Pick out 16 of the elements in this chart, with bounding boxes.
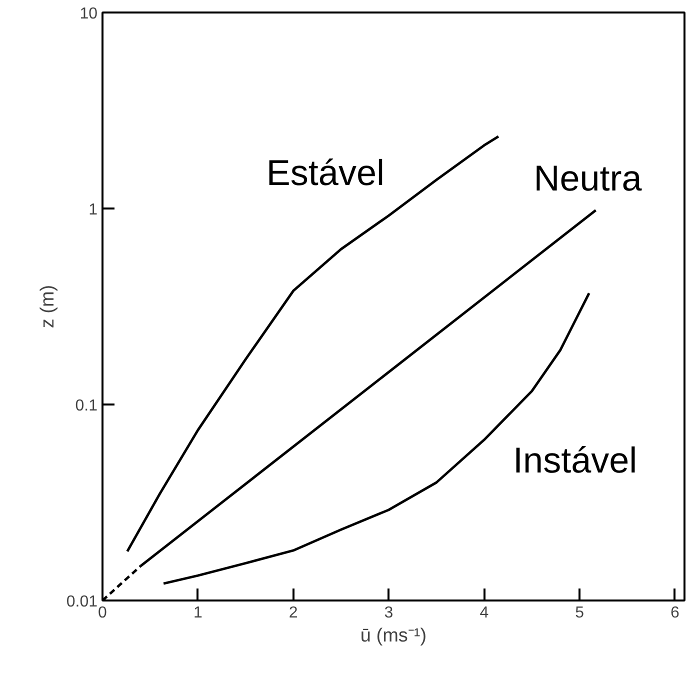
x-tick-label: 2 xyxy=(288,604,298,622)
y-tick-label: 0.1 xyxy=(75,398,98,414)
y-tick-label: 0.01 xyxy=(66,594,98,610)
y-tick-label: 10 xyxy=(80,6,98,22)
x-tick-label: 5 xyxy=(575,604,584,622)
y-axis-title: z (m) xyxy=(37,284,58,328)
y-tick-label: 1 xyxy=(88,202,98,218)
x-tick-label: 1 xyxy=(193,604,202,622)
series-label: Neutra xyxy=(534,158,643,199)
x-tick-label: 3 xyxy=(384,604,394,622)
x-tick-label: 0 xyxy=(98,604,108,622)
x-axis-title: ū (ms⁻¹) xyxy=(360,626,427,646)
series-label: Instável xyxy=(513,440,638,481)
series-label: Estável xyxy=(266,152,384,193)
x-tick-label: 4 xyxy=(480,604,489,622)
x-tick-label: 6 xyxy=(670,604,680,622)
